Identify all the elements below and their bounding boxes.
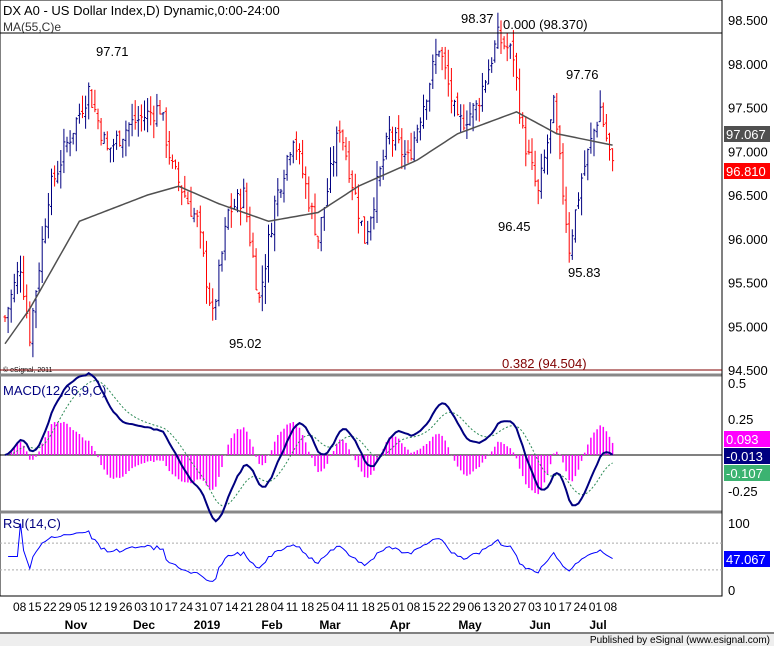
price-tick-label: 95.500 [728,276,768,291]
plot-frame [0,0,723,597]
macd-signal-value-box [724,465,770,481]
x-tick-label: 05 [74,600,88,614]
macd-value-box [724,448,770,464]
macd-signal-line [4,380,613,507]
x-tick-label: 22 [43,600,57,614]
x-tick-label: 08 [604,600,618,614]
annotation-high: 98.37 [461,11,494,26]
x-tick-label: 29 [452,600,466,614]
annotation-low: 95.02 [229,336,262,351]
macd-hist-value: 0.093 [726,432,759,447]
x-month-label: May [458,618,482,632]
annotation-fib: 0.000 (98.370) [503,17,588,32]
x-tick-label: 15 [422,600,436,614]
ma-value-label-box [724,126,770,142]
x-tick-label: 13 [483,600,497,614]
x-tick-label: 07 [210,600,224,614]
x-tick-label: 06 [468,600,482,614]
x-tick-label: 15 [28,600,42,614]
x-tick-label: 25 [377,600,391,614]
macd-tick-label: 0.5 [728,376,746,391]
price-tick-label: 96.500 [728,188,768,203]
last-price-label-box [724,163,770,179]
x-tick-label: 28 [255,600,269,614]
price-tick-label: 97.500 [728,101,768,116]
x-tick-label: 14 [225,600,239,614]
macd-tick-label: 0.25 [728,412,753,427]
x-tick-label: 12 [89,600,103,614]
annotation-low: 96.45 [498,219,531,234]
price-tick-label: 98.000 [728,57,768,72]
x-tick-label: 27 [513,600,527,614]
macd-label: MACD(12,26,9,C) [3,383,106,398]
published-by: Published by eSignal (www.esignal.com) [590,635,770,646]
x-tick-label: 03 [528,600,542,614]
x-tick-label: 01 [392,600,406,614]
x-tick-label: 04 [271,600,285,614]
x-tick-label: 29 [58,600,72,614]
x-tick-label: 11 [286,600,299,614]
x-tick-label: 11 [346,600,359,614]
x-tick-label: 22 [437,600,451,614]
macd-hist-value-box [724,431,770,447]
x-tick-label: 03 [134,600,148,614]
x-month-label: Feb [261,618,282,632]
rsi-value: 47.067 [726,552,766,567]
x-tick-label: 18 [301,600,315,614]
chart-title: DX A0 - US Dollar Index,D) Dynamic,0:00-… [3,3,280,18]
x-tick-label: 20 [498,600,512,614]
x-tick-label: 17 [165,600,179,614]
x-month-label: Nov [65,618,88,632]
x-tick-label: 17 [558,600,572,614]
x-month-label: Jul [589,618,606,632]
footer [0,634,774,646]
x-tick-label: 08 [13,600,27,614]
ma-label: MA(55,C)e [3,20,61,34]
x-tick-label: 19 [104,600,118,614]
annotation-low: 95.83 [568,265,601,280]
x-tick-label: 04 [331,600,345,614]
rsi-label: RSI(14,C) [3,516,61,531]
x-tick-label: 24 [574,600,588,614]
x-tick-label: 18 [361,600,375,614]
x-month-label: Apr [390,618,411,632]
x-tick-label: 10 [543,600,557,614]
x-month-label: 2019 [194,618,221,632]
x-month-label: Mar [319,618,341,632]
rsi-tick-label: 0 [728,583,735,598]
annotation-fib: 0.382 (94.504) [502,356,587,371]
last-price-label: 96.810 [726,164,766,179]
price-tick-label: 95.000 [728,319,768,334]
x-tick-label: 24 [180,600,194,614]
x-axis-area [0,598,774,618]
macd-signal-value: -0.107 [726,466,763,481]
x-tick-label: 21 [240,600,254,614]
ma-line [4,111,613,345]
x-month-label: Jun [529,618,550,632]
price-tick-label: 94.500 [728,363,768,378]
x-tick-label: 31 [195,600,209,614]
x-tick-label: 10 [149,600,163,614]
rsi-tick-label: 100 [728,516,750,531]
x-tick-label: 01 [589,600,603,614]
x-month-label: Dec [133,618,155,632]
price-tick-label: 97.000 [728,144,768,159]
macd-line [4,372,614,523]
macd-tick-label: -0.25 [728,484,758,499]
x-tick-label: 25 [316,600,330,614]
annotation-high: 97.76 [566,67,599,82]
price-tick-label: 98.500 [728,13,768,28]
macd-value: -0.013 [726,449,763,464]
x-tick-label: 26 [119,600,133,614]
ma-value-label: 97.067 [726,127,766,142]
rsi-line [8,523,613,582]
price-tick-label: 96.000 [728,232,768,247]
annotation-high: 97.71 [96,44,129,59]
rsi-value-box [724,551,770,567]
x-tick-label: 08 [407,600,421,614]
